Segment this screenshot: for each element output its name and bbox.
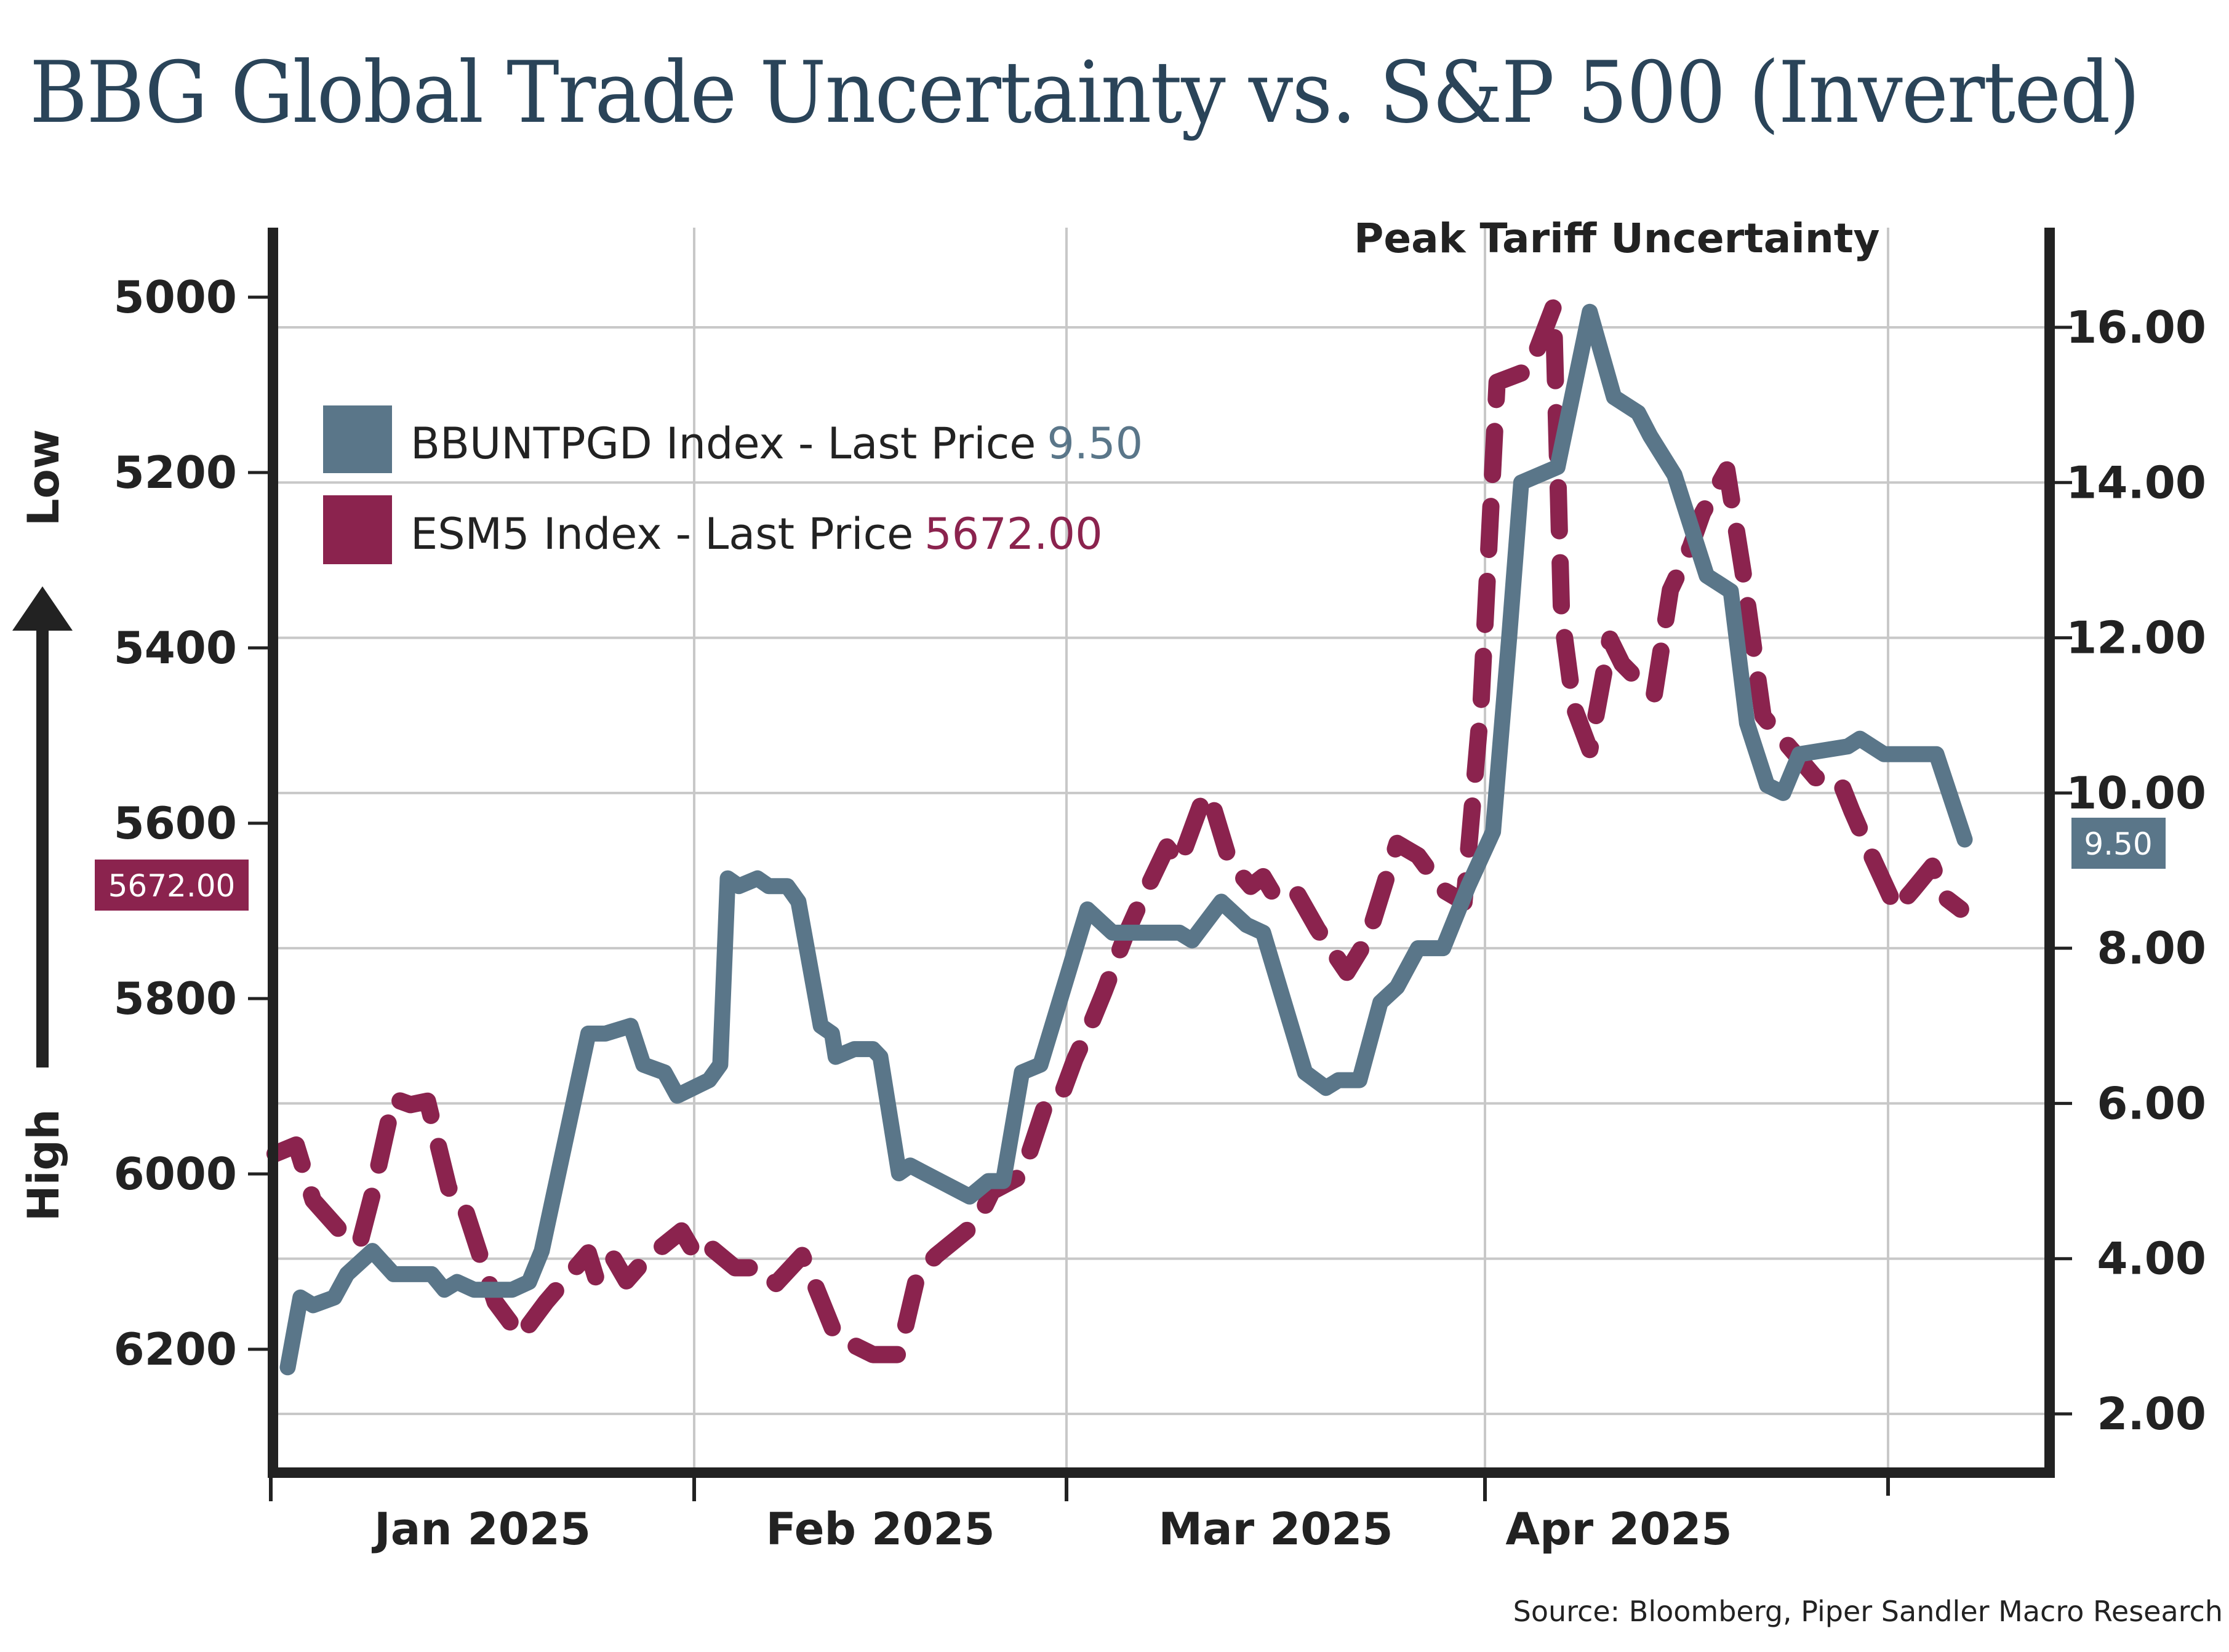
left-tick-label: 5000	[114, 271, 237, 323]
left-axis-line	[268, 228, 278, 1478]
left-tick-label: 6200	[114, 1323, 237, 1375]
left-tick-label: 6000	[114, 1148, 237, 1200]
right-tick-label: 16.00	[2066, 301, 2206, 353]
left-axis: 5000 5200 5400 5600 5800 6000 6200	[114, 271, 268, 1375]
left-tick-label: 5400	[114, 622, 237, 674]
direction-arrow-shaft	[36, 615, 49, 1067]
legend-swatch-bbuntpgd	[323, 405, 392, 473]
x-axis: Jan 2025 Feb 2025 Mar 2025 Apr 2025	[269, 1478, 1890, 1555]
series-bbuntpgd-line	[279, 303, 1973, 1376]
x-tick-label: Feb 2025	[766, 1503, 994, 1555]
right-tick-label: 6.00	[2097, 1077, 2206, 1129]
legend-value-esm5: 5672.00	[924, 509, 1102, 559]
series-layer	[266, 298, 1973, 1376]
legend: BBUNTPGD Index - Last Price 9.50 ESM5 Ind…	[323, 405, 1143, 564]
right-axis-line	[2044, 228, 2055, 1478]
right-tick-label: 4.00	[2097, 1233, 2206, 1285]
left-tick-label: 5800	[114, 973, 237, 1024]
badge-left-bg	[95, 860, 249, 911]
right-axis: 2.00 4.00 6.00 8.00 10.00 12.00 14.00 16.00	[2055, 301, 2206, 1440]
direction-indicator: Low High	[12, 429, 73, 1221]
peak-tariff-annotation: Peak Tariff Uncertainty	[1354, 215, 1880, 262]
direction-label-low: Low	[18, 429, 69, 526]
legend-label-bbuntpgd: BBUNTPGD Index - Last Price	[410, 418, 1036, 469]
legend-label-esm5: ESM5 Index - Last Price	[410, 509, 913, 559]
arrow-up-icon	[12, 586, 73, 631]
left-tick-label: 5200	[114, 447, 237, 498]
x-tick-label: Mar 2025	[1158, 1503, 1393, 1555]
series-esm5-line	[266, 298, 1969, 1363]
legend-item-esm5: ESM5 Index - Last Price 5672.00	[410, 509, 1103, 559]
x-axis-line	[268, 1467, 2055, 1478]
right-tick-label: 8.00	[2097, 922, 2206, 974]
legend-item-bbuntpgd: BBUNTPGD Index - Last Price 9.50	[410, 418, 1143, 469]
badge-right-bg	[2071, 818, 2166, 869]
legend-swatch-esm5	[323, 495, 392, 564]
legend-value-bbuntpgd: 9.50	[1047, 418, 1143, 469]
x-tick-label: Apr 2025	[1505, 1503, 1732, 1555]
source-note: Source: Bloomberg, Piper Sandler Macro R…	[1513, 1595, 2223, 1628]
right-tick-label: 14.00	[2066, 457, 2206, 508]
right-tick-label: 12.00	[2066, 612, 2206, 664]
badge-right: 9.50	[2071, 818, 2166, 869]
axes	[268, 228, 2055, 1478]
right-tick-label: 2.00	[2097, 1388, 2206, 1440]
x-tick-label: Jan 2025	[371, 1503, 591, 1555]
badge-left: 5672.00	[95, 860, 249, 911]
left-tick-label: 5600	[114, 797, 237, 849]
badge-left-text: 5672.00	[108, 868, 236, 904]
right-tick-label: 10.00	[2066, 767, 2206, 819]
badge-right-text: 9.50	[2084, 826, 2152, 862]
chart-title: BBG Global Trade Uncertainty vs. S&P 500…	[30, 43, 2140, 142]
direction-label-high: High	[18, 1109, 69, 1221]
